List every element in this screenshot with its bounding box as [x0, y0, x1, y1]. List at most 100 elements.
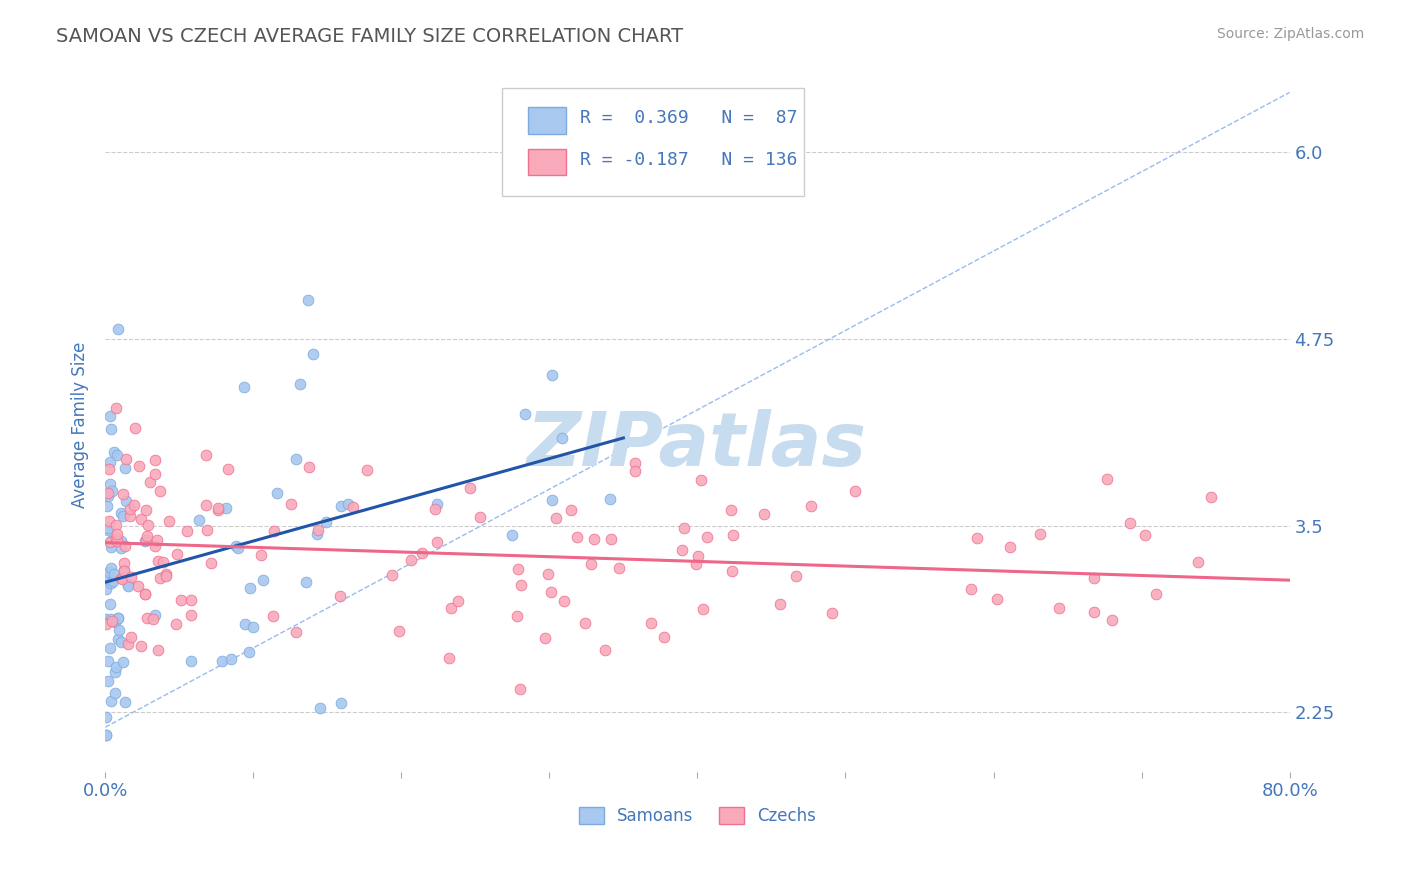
- Point: [104, 531, 127, 545]
- FancyBboxPatch shape: [502, 87, 804, 195]
- Point: [228, 541, 250, 556]
- Point: [94, 488, 117, 502]
- Point: [506, 562, 529, 576]
- Point: [540, 584, 562, 599]
- Point: [998, 541, 1021, 555]
- Point: [399, 553, 422, 567]
- Point: [100, 534, 122, 549]
- Point: [98, 597, 121, 611]
- Point: [98, 409, 121, 423]
- Point: [298, 459, 321, 474]
- Point: [97, 674, 120, 689]
- Point: [135, 533, 157, 547]
- Point: [117, 637, 139, 651]
- Point: [671, 542, 693, 557]
- Point: [103, 566, 125, 581]
- Point: [785, 569, 807, 583]
- Point: [330, 696, 353, 710]
- Point: [180, 654, 202, 668]
- Point: [105, 401, 128, 416]
- Text: SAMOAN VS CZECH AVERAGE FAMILY SIZE CORRELATION CHART: SAMOAN VS CZECH AVERAGE FAMILY SIZE CORR…: [56, 27, 683, 45]
- Point: [97, 565, 120, 579]
- Point: [280, 497, 302, 511]
- Point: [136, 611, 159, 625]
- Bar: [529, 107, 567, 134]
- Point: [107, 611, 129, 625]
- Point: [233, 617, 256, 632]
- Point: [94, 728, 117, 742]
- Point: [97, 485, 120, 500]
- Point: [142, 612, 165, 626]
- Point: [1199, 491, 1222, 505]
- Point: [721, 527, 744, 541]
- Point: [136, 517, 159, 532]
- Point: [207, 503, 229, 517]
- Point: [131, 512, 153, 526]
- Point: [534, 632, 557, 646]
- Point: [217, 462, 239, 476]
- Point: [219, 652, 242, 666]
- Point: [188, 513, 211, 527]
- Point: [129, 639, 152, 653]
- Point: [97, 654, 120, 668]
- Point: [107, 632, 129, 646]
- Point: [94, 617, 117, 632]
- Point: [134, 587, 156, 601]
- Point: [98, 476, 121, 491]
- Point: [288, 376, 311, 391]
- Point: [96, 500, 118, 514]
- Point: [411, 545, 433, 559]
- Point: [696, 530, 718, 544]
- Point: [97, 489, 120, 503]
- Point: [98, 641, 121, 656]
- Point: [94, 728, 117, 742]
- Point: [295, 574, 318, 589]
- Point: [105, 533, 128, 548]
- Point: [105, 660, 128, 674]
- Point: [98, 455, 121, 469]
- Point: [200, 556, 222, 570]
- Point: [439, 601, 461, 615]
- Point: [225, 539, 247, 553]
- Point: [342, 500, 364, 514]
- Point: [263, 524, 285, 538]
- Point: [143, 467, 166, 481]
- Point: [97, 521, 120, 535]
- Point: [506, 608, 529, 623]
- Point: [94, 612, 117, 626]
- Point: [98, 462, 121, 476]
- Text: R = -0.187   N = 136: R = -0.187 N = 136: [581, 151, 797, 169]
- Point: [100, 540, 122, 554]
- Point: [120, 630, 142, 644]
- Point: [111, 487, 134, 501]
- Point: [593, 642, 616, 657]
- Point: [447, 594, 470, 608]
- Point: [124, 420, 146, 434]
- Point: [114, 460, 136, 475]
- Point: [426, 498, 449, 512]
- Point: [148, 554, 170, 568]
- Point: [1119, 516, 1142, 530]
- Point: [114, 695, 136, 709]
- Point: [104, 615, 127, 630]
- Point: [104, 685, 127, 699]
- Point: [266, 485, 288, 500]
- Point: [329, 589, 352, 603]
- Point: [100, 612, 122, 626]
- Y-axis label: Average Family Size: Average Family Size: [72, 342, 89, 508]
- Point: [107, 321, 129, 335]
- Point: [768, 598, 790, 612]
- Point: [152, 555, 174, 569]
- Point: [110, 541, 132, 555]
- Point: [104, 665, 127, 679]
- Point: [692, 602, 714, 616]
- Point: [120, 570, 142, 584]
- Point: [673, 521, 696, 535]
- Point: [134, 587, 156, 601]
- Point: [149, 484, 172, 499]
- Point: [607, 561, 630, 575]
- Point: [180, 607, 202, 622]
- Point: [423, 501, 446, 516]
- Point: [180, 593, 202, 607]
- Point: [239, 581, 262, 595]
